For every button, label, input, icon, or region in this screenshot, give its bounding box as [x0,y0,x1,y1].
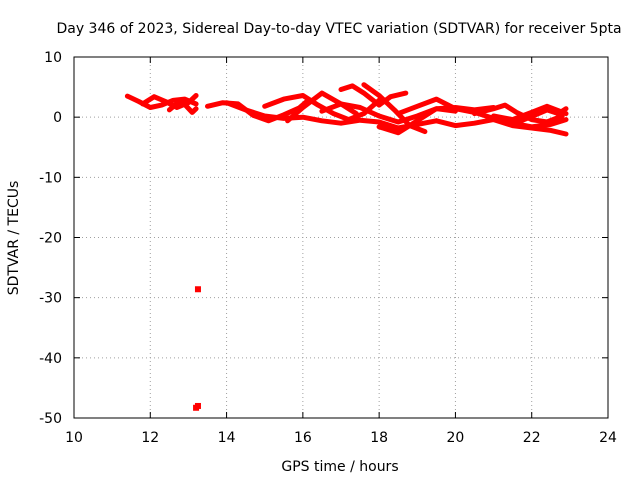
x-tick-label: 22 [523,430,541,446]
x-tick-label: 18 [370,430,388,446]
chart-title: Day 346 of 2023, Sidereal Day-to-day VTE… [56,21,621,37]
series-arc-12 [395,96,569,130]
y-tick-labels: 10 0 -10 -20 -30 -40 -50 [39,50,62,427]
outlier-point [194,402,201,409]
x-tick-label: 14 [218,430,236,446]
x-axis-label: GPS time / hours [281,459,398,475]
series-arc-9 [338,83,409,108]
x-tick-label: 10 [65,430,83,446]
x-tick-label: 20 [447,430,465,446]
y-tick-label: -40 [39,351,62,367]
x-tick-label: 12 [141,430,159,446]
grid [74,57,608,418]
y-tick-label: 0 [53,110,62,126]
series-arc-14 [472,102,565,125]
series-arc-15 [491,103,569,123]
series-arc-2 [140,93,199,110]
x-tick-labels: 10 12 14 16 18 20 22 24 [65,430,617,446]
series-arc-13 [433,117,569,137]
y-tick-label: 10 [44,50,62,66]
series-arc-5 [224,100,439,131]
outlier-points [193,286,201,411]
axis-ticks [73,56,609,419]
y-axis-label: SDTVAR / TECUs [6,181,22,296]
series-arc-16 [510,106,569,127]
y-tick-label: -30 [39,291,62,307]
y-tick-label: -20 [39,231,62,247]
x-tick-label: 24 [599,430,617,446]
series-arc-3 [166,97,199,115]
y-tick-label: -50 [39,411,62,427]
series-arc-1 [124,93,199,110]
series-arc-10 [361,82,428,135]
x-tick-label: 16 [294,430,312,446]
y-tick-label: -10 [39,170,62,186]
data-series [124,82,569,137]
outlier-point [194,286,201,293]
